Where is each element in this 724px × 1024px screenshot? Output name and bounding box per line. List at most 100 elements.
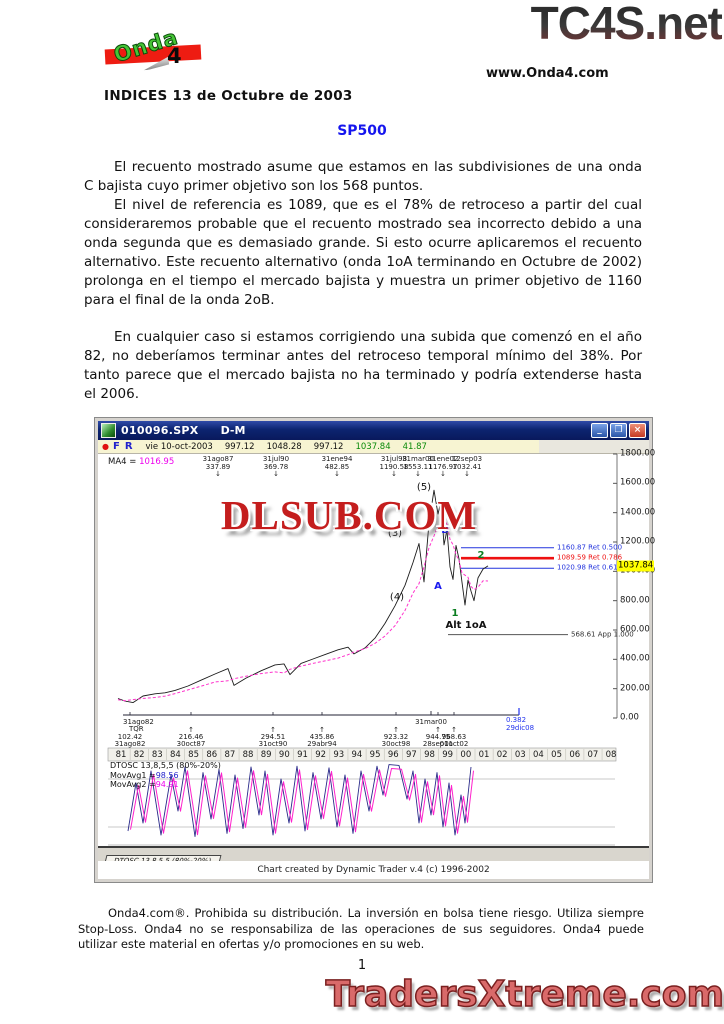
retracement-label: 1089.59 Ret 0.786: [557, 553, 623, 562]
price-axis-label: 400.00: [620, 653, 650, 664]
arrow-down-icon: ↓: [415, 470, 421, 478]
window-title: 010096.SPX: [121, 424, 199, 437]
panel-tab-row: DTOSC 13,8,5,5 (80%-20%): [98, 846, 649, 867]
annotation-value: 1190.58: [379, 462, 409, 471]
quote-high: 1048.28: [266, 441, 302, 452]
chart-canvas: [107, 453, 618, 846]
moving-average-line: [117, 516, 489, 702]
year-axis-label: 08: [605, 750, 617, 760]
close-icon: ×: [633, 425, 642, 435]
timing-value: 968.63: [441, 733, 467, 741]
price-axis-label: 800.00: [620, 595, 650, 606]
alt-target-label: 568.61 App 1.000: [571, 630, 634, 639]
price-axis-label: 600.00: [620, 624, 650, 635]
year-axis-label: 81: [115, 750, 127, 760]
price-axis-label: 1600.00: [620, 477, 656, 488]
quote-close: 1037.84: [355, 441, 391, 452]
year-axis-label: 92: [315, 750, 327, 760]
close-button[interactable]: ×: [629, 423, 646, 438]
f-button[interactable]: F: [112, 441, 120, 452]
maximize-button[interactable]: ❒: [610, 423, 627, 438]
paragraph-3: En cualquier caso si estamos corrigiendo…: [84, 329, 642, 402]
quote-date: vie 10-oct-2003: [145, 441, 213, 452]
timing-value: 216.46: [178, 733, 204, 741]
price-axis-label: 200.00: [620, 683, 650, 694]
timing-value: 435.86: [309, 733, 335, 741]
annotation-date: 31jul98: [380, 455, 408, 463]
timing-value: 944.75: [425, 733, 451, 741]
arrow-up-icon: ↑: [451, 725, 457, 734]
year-axis-label: 95: [369, 750, 381, 760]
tqr-tool-label: TQR: [129, 725, 144, 733]
tc4s-watermark: TC4S.net: [531, 0, 723, 50]
timing-value: 294.51: [260, 733, 286, 741]
page-title: SP500: [337, 123, 387, 139]
page-number: 1: [357, 958, 367, 973]
price-axis-label: 1200.00: [620, 536, 656, 547]
wave-label: A: [434, 581, 442, 592]
arrow-up-icon: ↑: [319, 725, 325, 734]
year-axis-label: 91: [297, 750, 308, 760]
price-axis-label: 1400.00: [620, 507, 656, 518]
timing-value: 102.42: [117, 733, 143, 741]
body-text: El recuento mostrado asume que estamos e…: [84, 158, 642, 404]
window-titlebar[interactable]: 010096.SPX D-M _ ❒ ×: [98, 421, 649, 440]
year-axis-label: 94: [351, 750, 363, 760]
oscillator-readout: DTOSC 13,8,5,5 (80%-20%) MovAvg1 =98.56 …: [110, 761, 221, 790]
arrow-down-icon: ↓: [391, 470, 397, 478]
year-axis-label: 84: [170, 750, 181, 760]
arrow-down-icon: ↓: [440, 470, 446, 478]
arrow-up-icon: ↑: [435, 725, 441, 734]
movavg2-label: MovAvg2 =: [110, 780, 156, 789]
year-axis-label: 04: [533, 750, 544, 760]
price-axis-label: 0.00: [620, 712, 639, 723]
timing-date: 29abr94: [307, 740, 337, 748]
annotation-date: 31ago87: [202, 455, 234, 463]
arrow-up-icon: ↑: [188, 725, 194, 734]
annotation-date: 31ene02: [427, 455, 459, 463]
timing-date: 31oct90: [258, 740, 288, 748]
tradersxtreme-watermark: TradersXtreme.com: [325, 973, 724, 1016]
status-bar: Chart created by Dynamic Trader v.4 (c) …: [98, 861, 649, 879]
record-dot-icon: ●: [102, 442, 109, 451]
document-heading: INDICES 13 de Octubre de 2003: [104, 88, 353, 104]
year-axis-label: 82: [133, 750, 145, 760]
year-axis-label: 93: [333, 750, 345, 760]
timing-date: 31ago82: [114, 740, 146, 748]
tqr-ratio: 0.382: [506, 716, 527, 724]
movavg1-value: 98.56: [155, 770, 179, 780]
movavg1-label: MovAvg1 =: [110, 770, 156, 780]
arrow-down-icon: ↓: [273, 470, 279, 478]
annotation-value: 1553.11: [403, 462, 433, 471]
dlsub-watermark: DLSUB.COM: [220, 492, 478, 538]
timing-value: 923.32: [383, 733, 409, 741]
window-timeframe: D-M: [220, 424, 246, 437]
r-button[interactable]: R: [124, 441, 133, 452]
ma-label: MA4 =: [108, 457, 137, 467]
ma-readout: MA4 = 1016.95: [108, 457, 174, 467]
wave-label: (4): [389, 592, 405, 603]
year-axis-strip: [107, 747, 617, 762]
oscillator-title: DTOSC 13,8,5,5 (80%-20%): [110, 761, 221, 770]
tqr-projection-date: 29dic08: [506, 724, 535, 732]
movavg1-row: MovAvg1 =98.56: [110, 771, 221, 781]
wave-label: 1: [451, 608, 459, 619]
quote-change: 41.87: [402, 441, 427, 452]
year-axis-label: 02: [496, 750, 508, 760]
year-axis-label: 83: [151, 750, 163, 760]
annotation-date: 31mar00: [402, 455, 434, 463]
year-axis-label: 88: [242, 750, 254, 760]
year-axis-label: 89: [260, 750, 272, 760]
year-axis-label: 86: [206, 750, 218, 760]
disclaimer-text: Onda4.com®. Prohibida su distribución. L…: [78, 906, 644, 951]
timing-date: 30oct87: [176, 740, 206, 748]
tqr-start-date: 31ago82: [123, 717, 154, 726]
chart-label-layer: 81 82 83 84 85 86 87 88 89 90 91 92 93 94 95 96 97 98 99 00…: [98, 421, 656, 879]
quote-open: 997.12: [224, 441, 255, 452]
minimize-button[interactable]: _: [591, 423, 608, 438]
arrow-up-icon: ↑: [270, 725, 276, 734]
year-axis-label: 00: [460, 750, 472, 760]
chart-toolbar: ● F R vie 10-oct-2003 997.12 1048.28 997…: [98, 440, 649, 454]
arrow-down-icon: ↓: [215, 470, 221, 478]
annotation-value: 482.85: [324, 462, 350, 471]
